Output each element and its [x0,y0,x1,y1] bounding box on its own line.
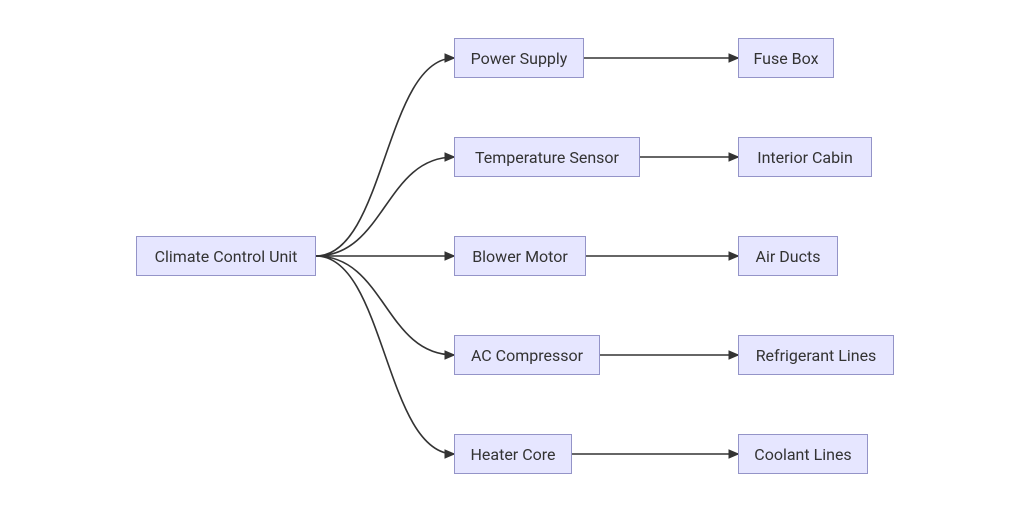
node-ts: Temperature Sensor [454,137,640,177]
edge-ccu-ac [316,256,454,355]
node-ccu: Climate Control Unit [136,236,316,276]
node-label: AC Compressor [471,346,583,365]
edge-ccu-ps [316,58,454,256]
node-label: Coolant Lines [754,445,851,464]
edge-ccu-ts [316,157,454,256]
node-bm: Blower Motor [454,236,586,276]
node-label: Blower Motor [472,247,568,266]
node-label: Heater Core [470,445,555,464]
node-rl: Refrigerant Lines [738,335,894,375]
edge-ccu-hc [316,256,454,454]
node-cl: Coolant Lines [738,434,868,474]
node-ac: AC Compressor [454,335,600,375]
node-hc: Heater Core [454,434,572,474]
node-ps: Power Supply [454,38,584,78]
node-ic: Interior Cabin [738,137,872,177]
node-label: Power Supply [471,49,568,68]
node-label: Temperature Sensor [475,148,619,167]
node-label: Refrigerant Lines [756,346,877,365]
node-label: Fuse Box [753,49,818,68]
node-label: Interior Cabin [757,148,853,167]
flowchart-diagram: Climate Control Unit Power Supply Temperat… [0,0,1024,513]
node-label: Air Ducts [756,247,821,266]
node-ad: Air Ducts [738,236,838,276]
node-label: Climate Control Unit [155,247,298,266]
node-fb: Fuse Box [738,38,834,78]
